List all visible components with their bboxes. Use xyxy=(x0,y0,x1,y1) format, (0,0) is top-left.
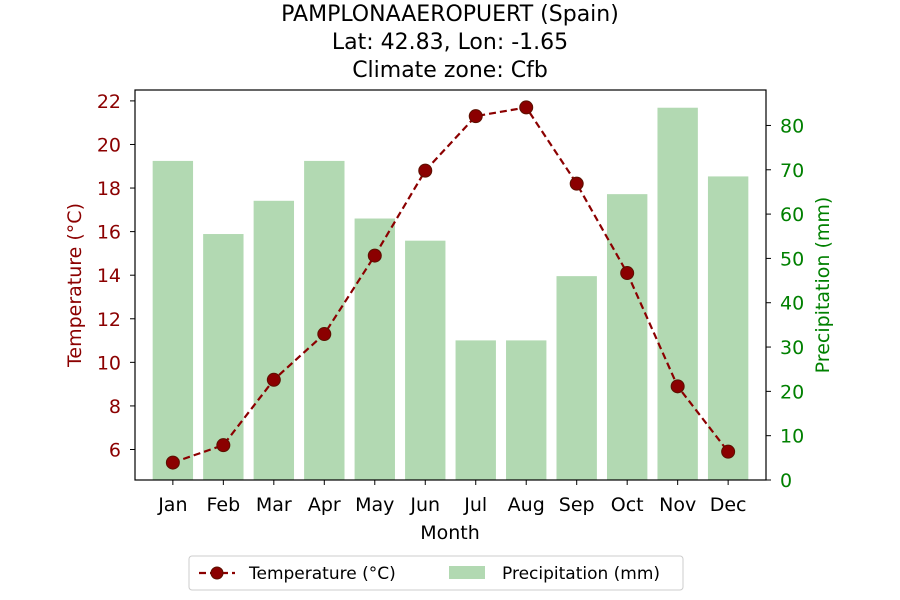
legend-precipitation-swatch xyxy=(449,566,485,579)
legend-temperature-label: Temperature (°C) xyxy=(248,564,396,584)
y-left-tick-label: 12 xyxy=(97,309,121,331)
y-right-tick-label: 60 xyxy=(780,204,804,226)
y-left-tick-label: 18 xyxy=(97,178,121,200)
legend-temperature-marker xyxy=(210,566,224,580)
y-left-tick-label: 20 xyxy=(97,134,121,156)
y-axis-right: 0 10 20 30 40 50 60 70 80 xyxy=(766,115,804,492)
precip-bar-aug xyxy=(506,340,547,480)
temp-point-oct xyxy=(620,266,635,281)
y-right-tick-label: 40 xyxy=(780,293,804,315)
x-axis-label: Month xyxy=(420,522,480,544)
precip-bar-jan xyxy=(152,160,194,480)
temperature-line xyxy=(165,100,736,470)
x-tick-label: Mar xyxy=(256,494,292,516)
y-right-tick-label: 20 xyxy=(780,381,804,403)
y-right-tick-label: 30 xyxy=(780,337,804,359)
precip-bar-dec xyxy=(707,176,749,480)
x-tick-label: Jan xyxy=(157,494,187,516)
y-axis-left-label: Temperature (°C) xyxy=(64,203,86,368)
x-tick-label: Apr xyxy=(308,494,341,516)
x-axis: Jan Feb Mar Apr May Jun Jul Aug Sep Oct Nov Dec xyxy=(157,480,747,516)
x-tick-label: Jul xyxy=(463,494,487,516)
x-tick-label: Sep xyxy=(559,494,595,516)
x-tick-label: Oct xyxy=(611,494,644,516)
temp-point-mar xyxy=(266,372,281,387)
y-right-tick-label: 70 xyxy=(780,160,804,182)
legend-frame xyxy=(188,555,684,591)
y-left-tick-label: 22 xyxy=(97,91,121,113)
precip-bar-jun xyxy=(405,240,446,480)
y-left-tick-label: 16 xyxy=(97,222,121,244)
y-left-tick-label: 6 xyxy=(109,439,121,461)
y-right-tick-label: 50 xyxy=(780,248,804,270)
y-right-tick-label: 10 xyxy=(780,426,804,448)
precip-bar-mar xyxy=(253,200,295,480)
legend: Temperature (°C) Precipitation (mm) xyxy=(188,555,684,591)
y-right-tick-label: 80 xyxy=(780,115,804,137)
precip-bar-oct xyxy=(606,194,648,481)
y-axis-right-label: Precipitation (mm) xyxy=(812,197,834,374)
precip-bar-nov xyxy=(657,107,698,481)
temp-point-sep xyxy=(569,176,584,191)
temp-point-may xyxy=(367,248,382,263)
y-left-tick-label: 10 xyxy=(97,352,121,374)
precip-bar-apr xyxy=(304,160,345,480)
title-line-1: PAMPLONAAEROPUERT (Spain) xyxy=(281,2,619,27)
y-right-tick-label: 0 xyxy=(780,470,792,492)
title-line-2: Lat: 42.83, Lon: -1.65 xyxy=(332,30,568,55)
x-tick-label: Nov xyxy=(659,494,696,516)
y-axis-left: 6 8 10 12 14 16 18 20 22 xyxy=(97,91,135,461)
x-tick-label: Feb xyxy=(207,494,241,516)
temp-point-jul xyxy=(468,109,483,124)
precipitation-bars xyxy=(152,107,749,481)
precip-bar-sep xyxy=(556,276,597,480)
plot-frame xyxy=(134,89,767,481)
precip-bar-jul xyxy=(455,340,496,480)
x-tick-label: Dec xyxy=(710,494,747,516)
chart-title: PAMPLONAAEROPUERT (Spain) Lat: 42.83, Lo… xyxy=(281,2,619,83)
x-tick-label: Jun xyxy=(409,494,440,516)
temp-point-apr xyxy=(317,327,332,342)
temp-point-nov xyxy=(670,379,685,394)
temp-point-jun xyxy=(418,163,433,178)
y-left-tick-label: 8 xyxy=(109,396,121,418)
temperature-series-line xyxy=(172,106,730,464)
temp-point-aug xyxy=(519,100,534,115)
x-tick-label: Aug xyxy=(508,494,545,516)
x-tick-label: May xyxy=(355,494,394,516)
y-left-tick-label: 14 xyxy=(97,265,121,287)
temp-point-feb xyxy=(216,438,231,453)
legend-precipitation-label: Precipitation (mm) xyxy=(502,564,660,584)
temp-point-dec xyxy=(721,444,736,459)
temp-point-jan xyxy=(165,455,180,470)
title-line-3: Climate zone: Cfb xyxy=(352,58,548,83)
